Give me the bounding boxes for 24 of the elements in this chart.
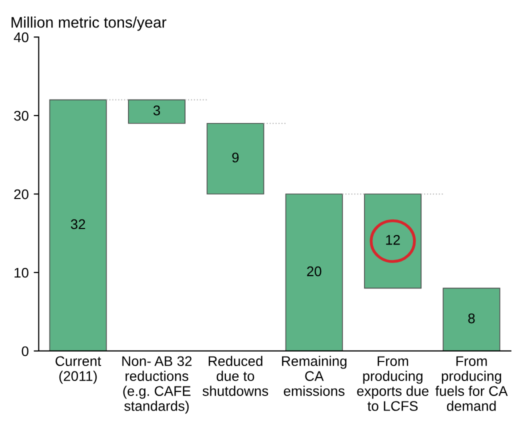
x-tick-label: Remaining CA emissions <box>282 356 346 396</box>
x-tick-label: Current (2011) <box>56 356 102 384</box>
bar <box>49 99 107 351</box>
bar <box>364 194 422 289</box>
bar <box>206 122 264 194</box>
bar <box>285 194 343 351</box>
x-tick-label: From producing exports due to LCFS <box>357 356 428 411</box>
data-label: 32 <box>70 219 86 230</box>
data-label: 3 <box>153 106 160 116</box>
data-label: 8 <box>468 313 475 324</box>
x-tick-label: Reduced due to shutdowns <box>202 356 268 396</box>
y-tick-label: 20 <box>14 189 28 200</box>
y-tick-label: 30 <box>14 110 28 121</box>
data-label: 12 <box>386 235 400 245</box>
data-label: 20 <box>307 266 322 276</box>
bar <box>128 99 186 124</box>
y-tick-label: 0 <box>22 346 28 356</box>
data-label: 9 <box>232 152 239 162</box>
x-tick-label: From producing fuels for CA demand <box>435 356 508 411</box>
y-tick-label: 40 <box>14 32 28 42</box>
y-axis-title: Million metric tons/year <box>12 16 166 31</box>
bar <box>442 288 500 351</box>
x-tick-label: Non- AB 32 reductions (e.g. CAFE standards) <box>122 356 192 414</box>
y-tick-label: 10 <box>14 268 28 278</box>
